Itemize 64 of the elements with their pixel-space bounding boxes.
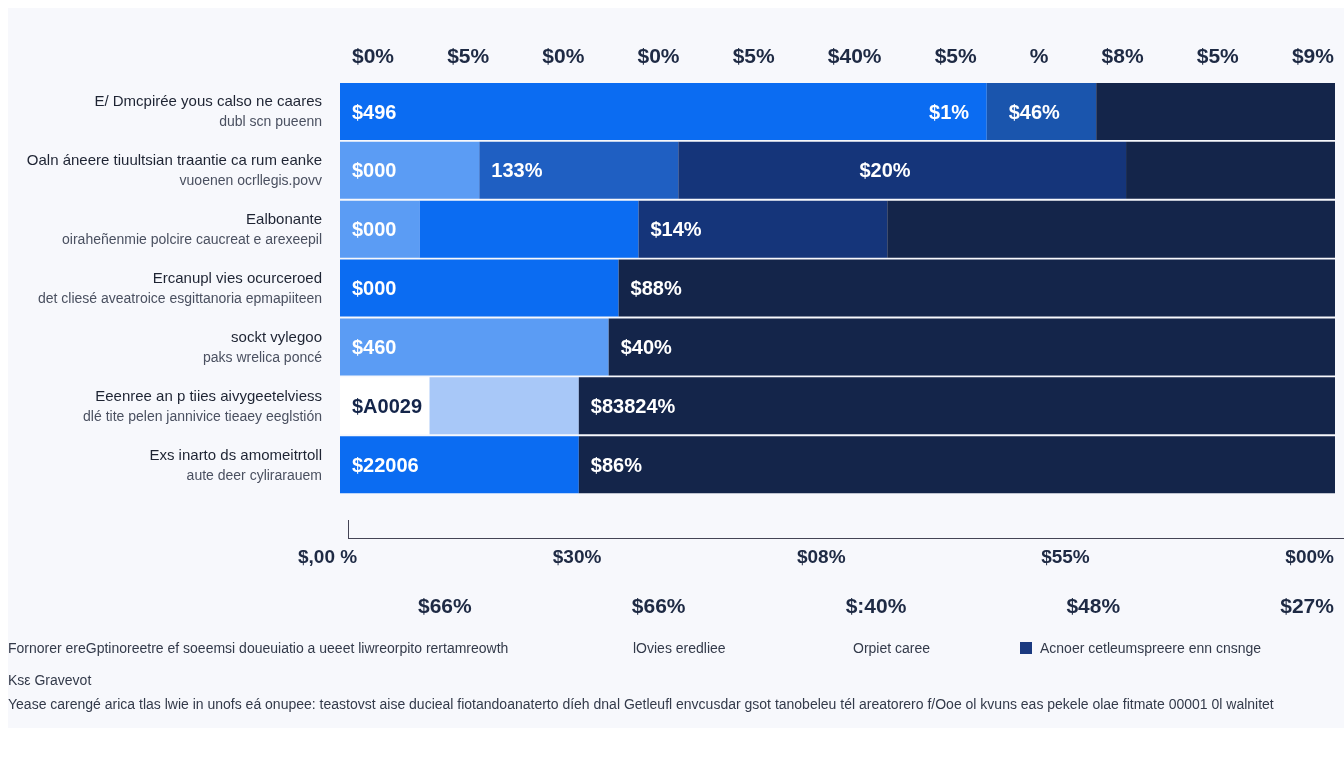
text: $5%: [732, 44, 775, 68]
text: $55%: [1041, 546, 1090, 568]
y-tick-label: Exs inarto ds amomeitrtoll aute deer cylirarauem: [149, 445, 322, 483]
text: $5%: [934, 44, 977, 68]
text: $5%: [447, 44, 490, 68]
text: $5%: [1196, 44, 1239, 68]
text: $0%: [352, 44, 395, 68]
text: $27%: [1280, 594, 1334, 618]
text: $0%: [542, 44, 585, 68]
text: $08%: [796, 546, 846, 568]
bar: [986, 83, 1097, 140]
annotation: $14%: [650, 218, 702, 241]
bar: [678, 141, 1127, 199]
bar: [887, 200, 1335, 258]
text: $0%: [637, 44, 680, 68]
text: Yease carengé arica tlas lwie in unofs eá onupee: teastovst aise ducieal fiotandoanaterto díeh dnal Getleufl envcusdar gsot tanobeleu tél areatorero f/Ooe ol kvuns eas pekele olae fitmate 00001 0l walnitet: [8, 695, 1275, 714]
text: $30%: [552, 546, 602, 568]
bar: [1126, 141, 1335, 199]
bar: [578, 436, 1335, 494]
annotation: $40%: [620, 335, 673, 358]
annotation: 133%: [491, 159, 543, 182]
text: Fornorer ereGptinoreetre ef soeemsi doueuiatio a ueeet liwreorpito rertamreowth: [8, 640, 509, 656]
text: $40%: [827, 44, 882, 68]
annotation: $83824%: [590, 394, 676, 417]
annotation: $496: [352, 100, 397, 123]
y-tick-label: Ealbonante oiraheñenmie polcire caucreat e arexeepil: [62, 210, 322, 248]
annotation: $000: [352, 277, 397, 300]
annotation: $88%: [630, 277, 682, 300]
bar: [340, 141, 480, 199]
bar: [340, 318, 609, 376]
bar: [340, 83, 987, 140]
bar: [429, 377, 579, 435]
annotation: $20%: [859, 159, 911, 182]
y-tick-label: E/ Dmcpirée yous calso ne caares dubl scn pueenn: [94, 92, 322, 130]
y-tick-label: Oaln áneere tiuultsian traantie ca rum eanke vuoenen ocrllegis.povv: [26, 151, 322, 189]
text: $,00 %: [298, 546, 358, 568]
bar: [479, 141, 679, 199]
bar: [340, 436, 579, 494]
text: $00%: [1285, 546, 1334, 568]
bar: [638, 200, 888, 258]
text: %: [1029, 44, 1049, 68]
y-tick-label: Ercanupl vies ocurceroed det cliesé aveatroice esgittanoria epmapiiteen: [37, 269, 322, 306]
bar: [340, 259, 619, 317]
text: Acnoer cetleumspreere enn cnsnge: [1040, 640, 1262, 656]
bar: [340, 200, 420, 258]
annotation: $000: [352, 159, 397, 182]
annotation: $22006: [352, 453, 419, 476]
text: $:40%: [845, 594, 907, 618]
text: $66%: [631, 594, 686, 618]
text: Orpiet caree: [853, 640, 931, 656]
annotation: $A0029: [352, 394, 423, 417]
annotation: $46%: [1008, 100, 1061, 123]
annotation: $86%: [590, 453, 643, 476]
y-tick-label: sockt vylegoo paks wrelica poncé: [202, 327, 323, 365]
annotation: $1%: [929, 100, 970, 123]
text: lOvies eredliee: [633, 640, 726, 656]
y-tick-label: Eeenree an p tiies aivygeetelviess dlé tite pelen jannivice tieaey eeglstión: [83, 386, 322, 424]
annotation: $460: [352, 335, 397, 358]
text: $48%: [1066, 594, 1121, 618]
text: Ksε Gravevot: [8, 671, 93, 690]
text: $8%: [1101, 44, 1144, 68]
annotation: $000: [352, 218, 397, 241]
text: $9%: [1291, 44, 1334, 68]
text: $66%: [418, 594, 472, 618]
